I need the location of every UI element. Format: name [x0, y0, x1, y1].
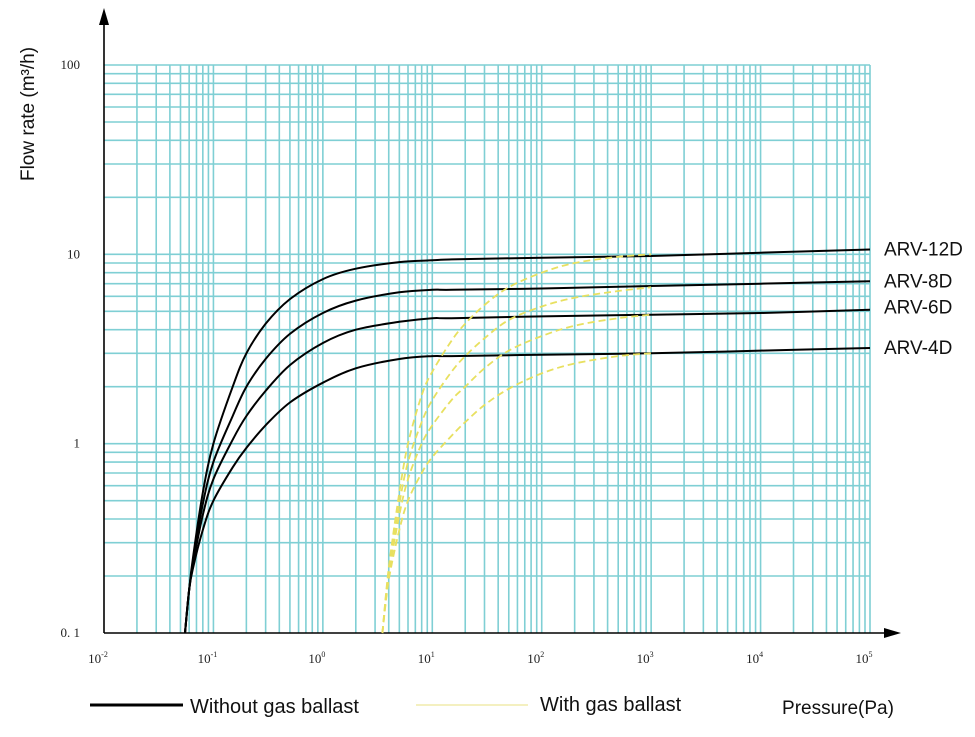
series-arv-12d-with-ballast-line — [381, 253, 652, 634]
legend-label-with: With gas ballast — [540, 694, 682, 716]
legend-label-without: Without gas ballast — [190, 696, 359, 718]
series-arv-6d-with-ballast-line — [381, 313, 652, 634]
x-tick-label: 105 — [856, 650, 873, 666]
series-label-arv-12d: ARV-12D — [884, 240, 963, 261]
y-tick-label: 1 — [74, 436, 81, 451]
y-tick-label: 10 — [67, 246, 80, 261]
y-axis-arrow — [99, 8, 109, 25]
y-tick-label: 100 — [61, 57, 81, 72]
x-tick-label: 101 — [418, 650, 435, 666]
series-arv-4d-without-ballast-line — [184, 347, 871, 634]
y-tick-labels: 0. 1 1 10 100 — [61, 57, 81, 640]
y-axis-title: Flow rate (m³/h) — [18, 47, 39, 181]
x-axis-title: Pressure(Pa) — [782, 698, 894, 719]
series-label-arv-6d: ARV-6D — [884, 298, 952, 319]
legend: Without gas ballast With gas ballast — [90, 694, 682, 718]
x-axis-arrow — [884, 628, 901, 638]
series-label-arv-8d: ARV-8D — [884, 271, 952, 292]
x-tick-label: 103 — [637, 650, 654, 666]
series-label-arv-4d: ARV-4D — [884, 338, 952, 359]
series-labels: ARV-12D ARV-8D ARV-6D ARV-4D — [884, 240, 963, 359]
series-arv-6d-without-ballast-line — [184, 308, 871, 634]
x-tick-label: 104 — [746, 650, 763, 666]
series-arv-8d-without-ballast-line — [184, 280, 871, 634]
series-lines — [184, 248, 871, 634]
y-tick-label: 0. 1 — [61, 625, 81, 640]
series-arv-4d-with-ballast-line — [381, 352, 652, 634]
x-tick-label: 100 — [308, 650, 325, 666]
x-tick-label: 102 — [527, 650, 544, 666]
x-tick-label: 10-2 — [88, 650, 108, 666]
grid — [104, 64, 871, 633]
x-tick-labels: 10-2 10-1 100 101 102 103 104 105 — [88, 650, 872, 666]
x-tick-label: 10-1 — [198, 650, 218, 666]
axes — [99, 8, 901, 638]
